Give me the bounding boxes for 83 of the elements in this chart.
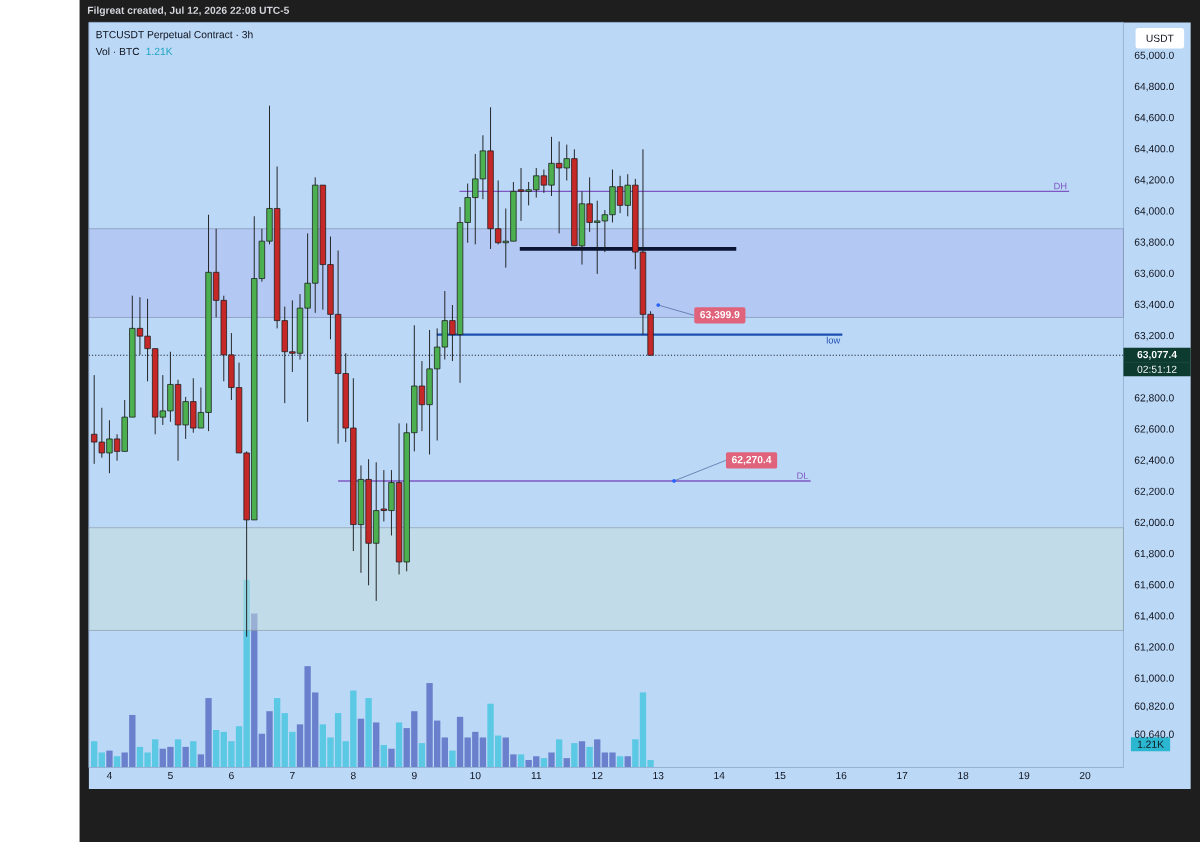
y-tick-label: 64,200.0 [1134,176,1174,185]
x-tick-label: 5 [167,771,173,779]
bar [182,746,189,768]
bar [365,697,372,768]
y-tick-label: 62,000.0 [1134,518,1174,528]
chart-subtitle: 1.21K [146,47,173,55]
bar [357,718,365,768]
bar [418,743,426,768]
bar [594,739,601,768]
y-tick-label: 64,800.0 [1134,82,1174,92]
bar [563,758,570,768]
bar [395,722,403,768]
y-tick-label: 60,820.0 [1134,702,1174,711]
y-tick-label: 61,400.0 [1134,612,1174,621]
series-label: DL [797,472,809,479]
x-tick-label: 19 [1019,771,1030,780]
x-tick-label: 16 [836,771,847,780]
y-tick-label: 64,000.0 [1134,207,1174,216]
y-tick-label: 63,600.0 [1134,269,1174,279]
chart-title: Vol · BTC [95,47,140,56]
bar [571,743,578,768]
bar [174,739,182,768]
y-tick-label: 64,600.0 [1134,113,1174,123]
y-tick-label: 62,200.0 [1134,487,1174,497]
series-label: low [826,336,841,344]
bar [540,758,548,768]
bar [616,756,624,768]
ref-line-label: 63,077.4 [1137,350,1177,360]
bar [388,748,395,768]
annotation: 63,399.9 [700,310,740,320]
bar [373,722,380,768]
y-axis-title: USDT [1146,34,1174,42]
y-tick-label: 62,600.0 [1134,425,1174,434]
x-tick-label: 17 [897,771,908,779]
y-tick-label: 62,400.0 [1134,456,1174,465]
bar [98,752,105,768]
x-tick-label: 14 [714,771,725,779]
y-tick-label: 61,000.0 [1134,674,1174,683]
x-tick-label: 6 [229,771,234,780]
bar [479,737,487,768]
text: Filgreat created, Jul 12, 2026 22:08 UTC-5 [87,6,290,16]
bar [251,613,258,768]
x-tick-label: 9 [411,771,417,780]
bar [190,741,197,768]
x-tick-label: 15 [775,771,786,779]
bar [441,737,448,768]
y-tick-label: 63,200.0 [1134,331,1174,341]
y-tick-label: 61,200.0 [1134,643,1174,652]
bar [449,750,456,768]
x-tick-label: 4 [106,771,112,779]
x-tick-label: 13 [653,771,664,780]
x-tick-label: 11 [531,771,542,779]
x-tick-label: 8 [350,771,356,780]
bar [106,750,113,768]
bar [586,746,593,768]
y-tick-label: 63,800.0 [1134,238,1174,247]
y-tick-label: 60,640.0 [1134,730,1174,739]
y-tick-label: 61,600.0 [1134,580,1174,590]
text: 1.21K [1137,740,1164,748]
bar [380,744,387,768]
y-tick-label: 65,000.0 [1134,51,1174,61]
x-tick-label: 12 [592,771,603,779]
bar [624,756,631,768]
bar [212,729,220,768]
series-label: DH [1054,182,1067,190]
x-tick-label: 18 [958,771,969,780]
bar [517,754,525,768]
annotation: 62,270.4 [731,455,772,465]
text: 02:51:12 [1137,365,1177,373]
x-tick-label: 7 [290,771,295,779]
bar [113,756,121,768]
y-tick-label: 62,800.0 [1134,394,1174,403]
y-tick-label: 64,400.0 [1134,144,1174,154]
bar [578,741,586,768]
bar [555,739,563,768]
bar [91,741,98,768]
bar [273,697,281,768]
x-tick-label: 10 [470,771,481,780]
x-tick-label: 20 [1079,771,1091,780]
text: BTCUSDT Perpetual Contract · 3h [96,30,253,41]
bar [548,752,555,768]
y-tick-label: 63,400.0 [1134,300,1174,310]
y-tick-label: 61,800.0 [1134,549,1174,559]
